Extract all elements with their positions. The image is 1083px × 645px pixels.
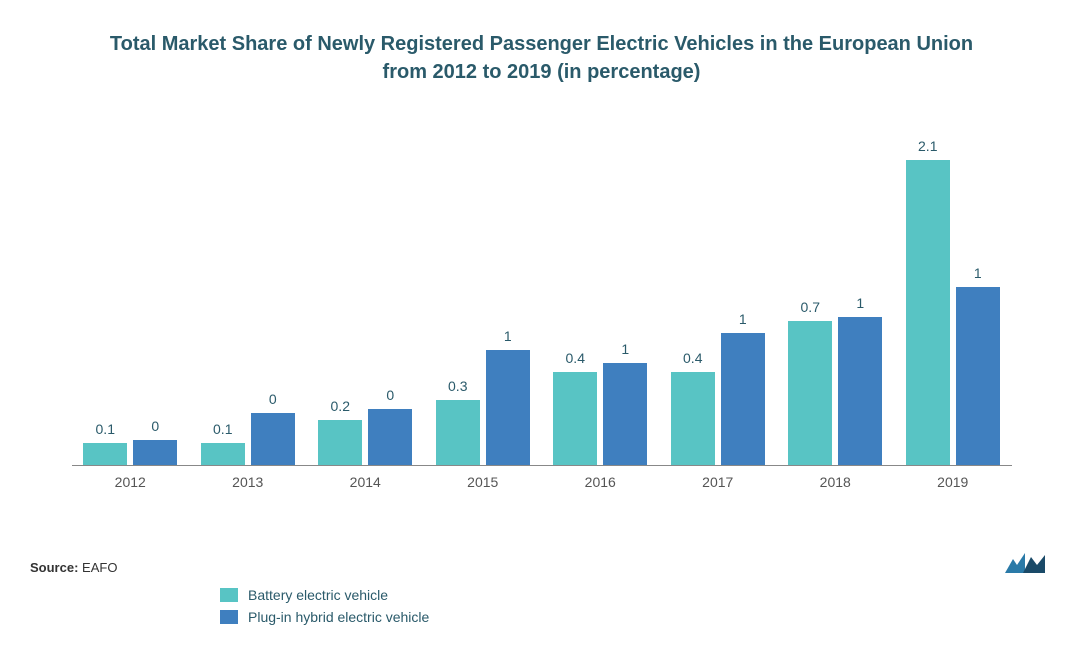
legend: Battery electric vehicle Plug-in hybrid … (220, 587, 1053, 625)
bar-group: 2.11 (906, 160, 1000, 465)
bar-bev: 0.4 (671, 372, 715, 465)
bar-phev: 0 (251, 413, 295, 465)
bar-bev: 0.1 (201, 443, 245, 465)
x-tick-label: 2016 (585, 474, 616, 490)
bar-value-label: 1 (621, 341, 629, 357)
x-tick-label: 2012 (115, 474, 146, 490)
legend-item-phev: Plug-in hybrid electric vehicle (220, 609, 1053, 625)
bar-phev: 1 (486, 350, 530, 465)
x-axis-labels: 2012 2013 2014 2015 2016 2017 2018 2019 (72, 466, 1012, 496)
bar-value-label: 0.1 (96, 421, 115, 437)
bar-value-label: 0 (151, 418, 159, 434)
bar-phev: 0 (133, 440, 177, 465)
source-line: Source: EAFO (30, 560, 1053, 575)
bar-bev: 0.1 (83, 443, 127, 465)
bar-value-label: 0.4 (566, 350, 585, 366)
bar-bev: 0.4 (553, 372, 597, 465)
bar-value-label: 1 (504, 328, 512, 344)
bar-group: 0.10 (83, 440, 177, 465)
x-tick-label: 2015 (467, 474, 498, 490)
chart-area: 0.100.100.200.310.410.410.712.11 2012201… (52, 116, 1032, 496)
source-label: Source: (30, 560, 78, 575)
bar-bev: 0.2 (318, 420, 362, 465)
bar-phev: 1 (721, 333, 765, 465)
bar-value-label: 0.1 (213, 421, 232, 437)
bar-value-label: 0 (269, 391, 277, 407)
bar-phev: 0 (368, 409, 412, 465)
bar-group: 0.20 (318, 409, 412, 465)
chart-footer: Source: EAFO Battery electric vehicle Pl… (30, 560, 1053, 625)
bar-value-label: 2.1 (918, 138, 937, 154)
bar-group: 0.41 (553, 363, 647, 465)
bar-bev: 2.1 (906, 160, 950, 465)
legend-label-phev: Plug-in hybrid electric vehicle (248, 609, 429, 625)
legend-label-bev: Battery electric vehicle (248, 587, 388, 603)
bar-value-label: 0 (386, 387, 394, 403)
legend-item-bev: Battery electric vehicle (220, 587, 1053, 603)
bar-bev: 0.7 (788, 321, 832, 465)
bar-phev: 1 (603, 363, 647, 465)
brand-logo-icon (1003, 551, 1047, 577)
legend-swatch-bev (220, 588, 238, 602)
x-tick-label: 2018 (820, 474, 851, 490)
bar-value-label: 0.3 (448, 378, 467, 394)
bar-phev: 1 (838, 317, 882, 465)
plot-region: 0.100.100.200.310.410.410.712.11 (72, 116, 1012, 466)
bar-group: 0.71 (788, 317, 882, 465)
bar-group: 0.41 (671, 333, 765, 465)
legend-swatch-phev (220, 610, 238, 624)
bar-group: 0.31 (436, 350, 530, 465)
x-tick-label: 2014 (350, 474, 381, 490)
bar-value-label: 0.4 (683, 350, 702, 366)
bar-value-label: 1 (739, 311, 747, 327)
source-value: EAFO (82, 560, 117, 575)
bar-phev: 1 (956, 287, 1000, 465)
x-tick-label: 2019 (937, 474, 968, 490)
bar-value-label: 1 (974, 265, 982, 281)
x-tick-label: 2013 (232, 474, 263, 490)
bar-bev: 0.3 (436, 400, 480, 465)
chart-title: Total Market Share of Newly Registered P… (102, 30, 982, 86)
bar-value-label: 0.2 (331, 398, 350, 414)
x-tick-label: 2017 (702, 474, 733, 490)
bar-value-label: 1 (856, 295, 864, 311)
bar-group: 0.10 (201, 413, 295, 465)
bar-value-label: 0.7 (801, 299, 820, 315)
